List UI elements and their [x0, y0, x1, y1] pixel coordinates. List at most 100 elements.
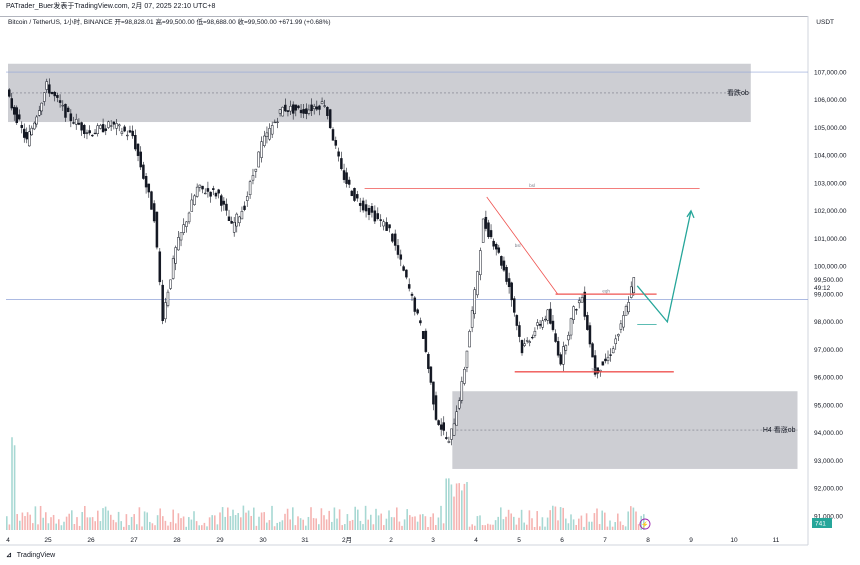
volume-bar [133, 514, 135, 530]
volume-bar [367, 519, 369, 530]
volume-bar [349, 520, 351, 530]
time-tick-label: 7 [603, 537, 607, 544]
volume-bar [45, 512, 47, 530]
volume-bar [435, 525, 437, 530]
time-tick-label: 26 [87, 537, 95, 544]
volume-bar [276, 522, 278, 530]
candle-body [489, 230, 493, 238]
volume-bar [591, 521, 593, 530]
time-tick-label: 3 [431, 537, 435, 544]
candle-body [182, 224, 185, 233]
price-tick-label: 104,000.00 [814, 153, 847, 160]
volume-bar [541, 517, 544, 530]
tradingview-logo-icon: ⊿ [6, 552, 12, 559]
volume-bar [203, 522, 206, 530]
candle-body [315, 106, 319, 110]
candle-body [209, 191, 212, 197]
volume-bar [55, 523, 57, 530]
volume-bar [99, 521, 102, 530]
candle-body [77, 122, 81, 125]
volume-bar [206, 526, 208, 530]
volume-bar [107, 510, 109, 530]
volume-bar [156, 515, 159, 530]
candle-body [230, 220, 233, 224]
volume-bar [403, 519, 406, 530]
volume-badge-label: 741 [815, 521, 826, 528]
candle-body [473, 289, 476, 315]
volume-bar [318, 524, 320, 530]
header-divider [0, 16, 808, 17]
candle-body [604, 358, 607, 362]
candle-body [101, 124, 105, 133]
volume-bar [312, 518, 315, 530]
volume-bar [120, 521, 122, 530]
candle-body [507, 278, 511, 288]
candle-body [393, 233, 397, 246]
candle-body [379, 219, 382, 221]
volume-bar [510, 513, 512, 530]
candle-body [407, 284, 411, 289]
candle-body [452, 423, 456, 436]
candle-body [479, 250, 482, 276]
candle-body [286, 110, 290, 112]
volume-bar [570, 514, 572, 530]
candle-body [554, 333, 557, 342]
candle-body [567, 334, 570, 341]
candle-body [476, 271, 479, 296]
volume-bar [619, 521, 622, 530]
volume-bar [227, 507, 229, 530]
volume-bar [364, 505, 367, 530]
volume-bar [193, 511, 195, 530]
candle-body [33, 122, 36, 130]
time-tick-label: 27 [130, 537, 138, 544]
volume-bar [458, 483, 460, 530]
volume-bar [154, 525, 156, 530]
volume-bar [427, 526, 429, 530]
volume-bar [26, 512, 29, 530]
candle-body [492, 240, 495, 247]
candle-body [572, 306, 575, 320]
candle-body [361, 200, 365, 211]
volume-bar [606, 526, 609, 530]
volume-bar [588, 521, 590, 530]
time-tick-label: 2 [389, 537, 393, 544]
candle-body [307, 109, 311, 114]
candle-body [370, 206, 374, 213]
price-tick-label: 97,000.00 [814, 347, 843, 354]
candle-body [531, 336, 534, 339]
volume-bar [310, 507, 312, 530]
volume-bar [601, 510, 603, 530]
volume-bar [479, 515, 481, 530]
volume-bar [307, 516, 310, 530]
volume-bar [622, 524, 624, 530]
volume-bar [489, 524, 492, 530]
candle-body [323, 105, 326, 107]
volume-bar [515, 524, 518, 530]
volume-bar [388, 510, 390, 530]
candle-body [367, 207, 371, 215]
volume-bar [611, 526, 614, 530]
volume-bar [6, 516, 8, 530]
volume-bar [299, 518, 302, 530]
volume-bar [71, 510, 73, 530]
candle-body [185, 221, 188, 227]
volume-bar [76, 517, 78, 530]
candle-body [169, 279, 172, 289]
volume-bar [237, 513, 239, 530]
candle-body [187, 212, 191, 223]
volume-bar [440, 505, 442, 530]
candle-body [217, 189, 220, 194]
volume-bar [21, 512, 24, 530]
volume-bar [136, 524, 138, 530]
price-tick-label: 106,000.00 [814, 97, 847, 104]
candle-body [164, 302, 167, 320]
volume-bar [130, 516, 133, 530]
candle-body [15, 107, 18, 123]
candle-body [245, 196, 249, 201]
volume-bar [175, 523, 177, 530]
volume-bar [234, 515, 237, 530]
candle-body [45, 81, 48, 90]
volume-bar [476, 516, 479, 530]
volume-bar [164, 520, 167, 530]
